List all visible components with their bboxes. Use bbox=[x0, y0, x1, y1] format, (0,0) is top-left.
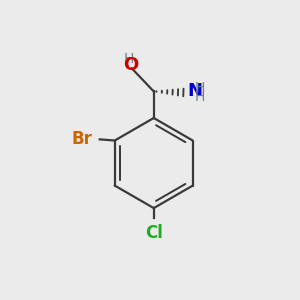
Text: O: O bbox=[123, 56, 138, 74]
Text: N: N bbox=[187, 82, 202, 100]
Text: Cl: Cl bbox=[145, 224, 163, 242]
Text: H: H bbox=[195, 80, 205, 94]
Text: H: H bbox=[123, 52, 134, 66]
Text: Br: Br bbox=[72, 130, 93, 148]
Text: H: H bbox=[195, 90, 205, 104]
